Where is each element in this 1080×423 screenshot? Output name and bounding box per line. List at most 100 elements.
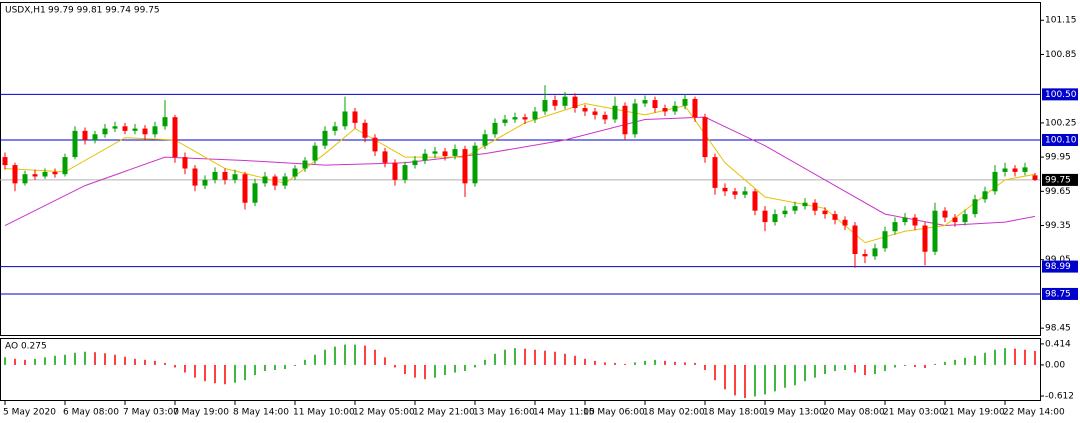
candle-body [342,111,348,127]
candle-body [332,126,338,131]
x-tick-label: 6 May 08:00 [63,408,119,418]
candle-body [752,191,758,211]
candle-body [932,210,938,252]
candle-body [792,206,798,211]
y-tick-label: 99.05 [1045,255,1071,265]
candle-body [842,219,848,226]
candle-body [202,179,208,186]
y-tick-label: 99.95 [1045,153,1071,163]
candle-body [232,174,238,180]
candle-body [852,225,858,255]
candle-body [92,134,98,140]
x-tick-label: 13 May 16:00 [473,408,535,418]
candle-body [1022,167,1028,172]
y-tick-label: 100.25 [1045,118,1077,128]
level-label-box [1042,88,1078,101]
candle-body [892,222,898,232]
candle-body [1032,175,1038,180]
symbol-title: USDX,H1 [5,6,46,16]
candle-body [302,160,308,169]
ao-panel [0,338,1041,401]
candle-body [322,130,328,146]
candle-body [692,98,698,118]
x-tick-label: 12 May 05:00 [353,408,415,418]
candle-body [312,145,318,161]
x-tick-label: 22 May 14:00 [1003,408,1065,418]
candle-body [972,199,978,215]
candle-body [712,157,718,188]
candle-body [432,151,438,154]
candle-body [492,122,498,135]
candle-body [212,171,218,180]
candle-body [472,145,478,184]
last-price-label: 99.75 [1045,175,1071,185]
y-tick-label: 98.45 [1045,324,1071,334]
candle-body [32,174,38,177]
last-price-box [1042,173,1078,186]
candle-body [162,117,168,127]
candle-body [152,126,158,135]
candle-body [132,128,138,131]
candle-body [52,171,58,175]
candle-body [772,214,778,223]
x-tick-label: 7 May 03:00 [123,408,179,418]
candle-body [952,217,958,223]
candle-body [442,151,448,156]
x-tick-label: 20 May 08:00 [823,408,885,418]
candle-body [732,191,738,195]
candle-body [682,98,688,106]
y-tick-label: -0.612 [1045,392,1074,402]
candle-body [502,119,508,123]
candle-body [412,160,418,166]
level-label-box [1042,260,1078,273]
candle-body [512,117,518,120]
candle-body [592,111,598,115]
candle-body [782,210,788,215]
x-tick-label: 15 May 06:00 [583,408,645,418]
level-label-box [1042,287,1078,300]
level-label-box [1042,133,1078,146]
candle-body [872,248,878,257]
plot-layer: 101.15100.85100.2599.9599.6599.3599.0598… [0,16,1078,418]
candle-body [272,176,278,186]
candle-body [252,183,258,203]
x-tick-label: 21 May 19:00 [943,408,1005,418]
level-label: 98.99 [1045,262,1071,272]
candle-body [862,254,868,257]
candle-body [762,210,768,223]
x-tick-label: 11 May 10:00 [293,408,355,418]
candle-body [912,217,918,226]
x-tick-label: 19 May 13:00 [763,408,825,418]
candle-body [122,126,128,131]
x-tick-label: 12 May 21:00 [413,408,475,418]
y-tick-label: 100.85 [1045,50,1077,60]
candle-body [702,117,708,158]
candle-body [542,100,548,112]
candle-body [112,126,118,129]
candle-body [372,137,378,152]
candle-body [362,122,368,138]
candle-body [462,149,468,184]
candle-body [72,130,78,158]
candle-body [262,176,268,184]
main-panel [0,2,1041,336]
candle-body [822,210,828,215]
candle-body [572,96,578,109]
y-tick-label: 0.00 [1045,360,1065,370]
candle-body [402,165,408,180]
candle-body [902,217,908,223]
level-label: 100.10 [1045,135,1077,145]
candle-body [982,191,988,200]
candle-body [392,162,398,180]
level-label: 100.50 [1045,90,1077,100]
candle-body [882,231,888,249]
candle-body [182,157,188,169]
candle-body [352,111,358,123]
ohlc-header: 99.79 99.81 99.74 99.75 [48,6,160,16]
candle-body [422,153,428,161]
y-tick-label: 99.65 [1045,187,1071,197]
candle-body [922,225,928,252]
candle-body [452,149,458,156]
candle-body [742,191,748,195]
